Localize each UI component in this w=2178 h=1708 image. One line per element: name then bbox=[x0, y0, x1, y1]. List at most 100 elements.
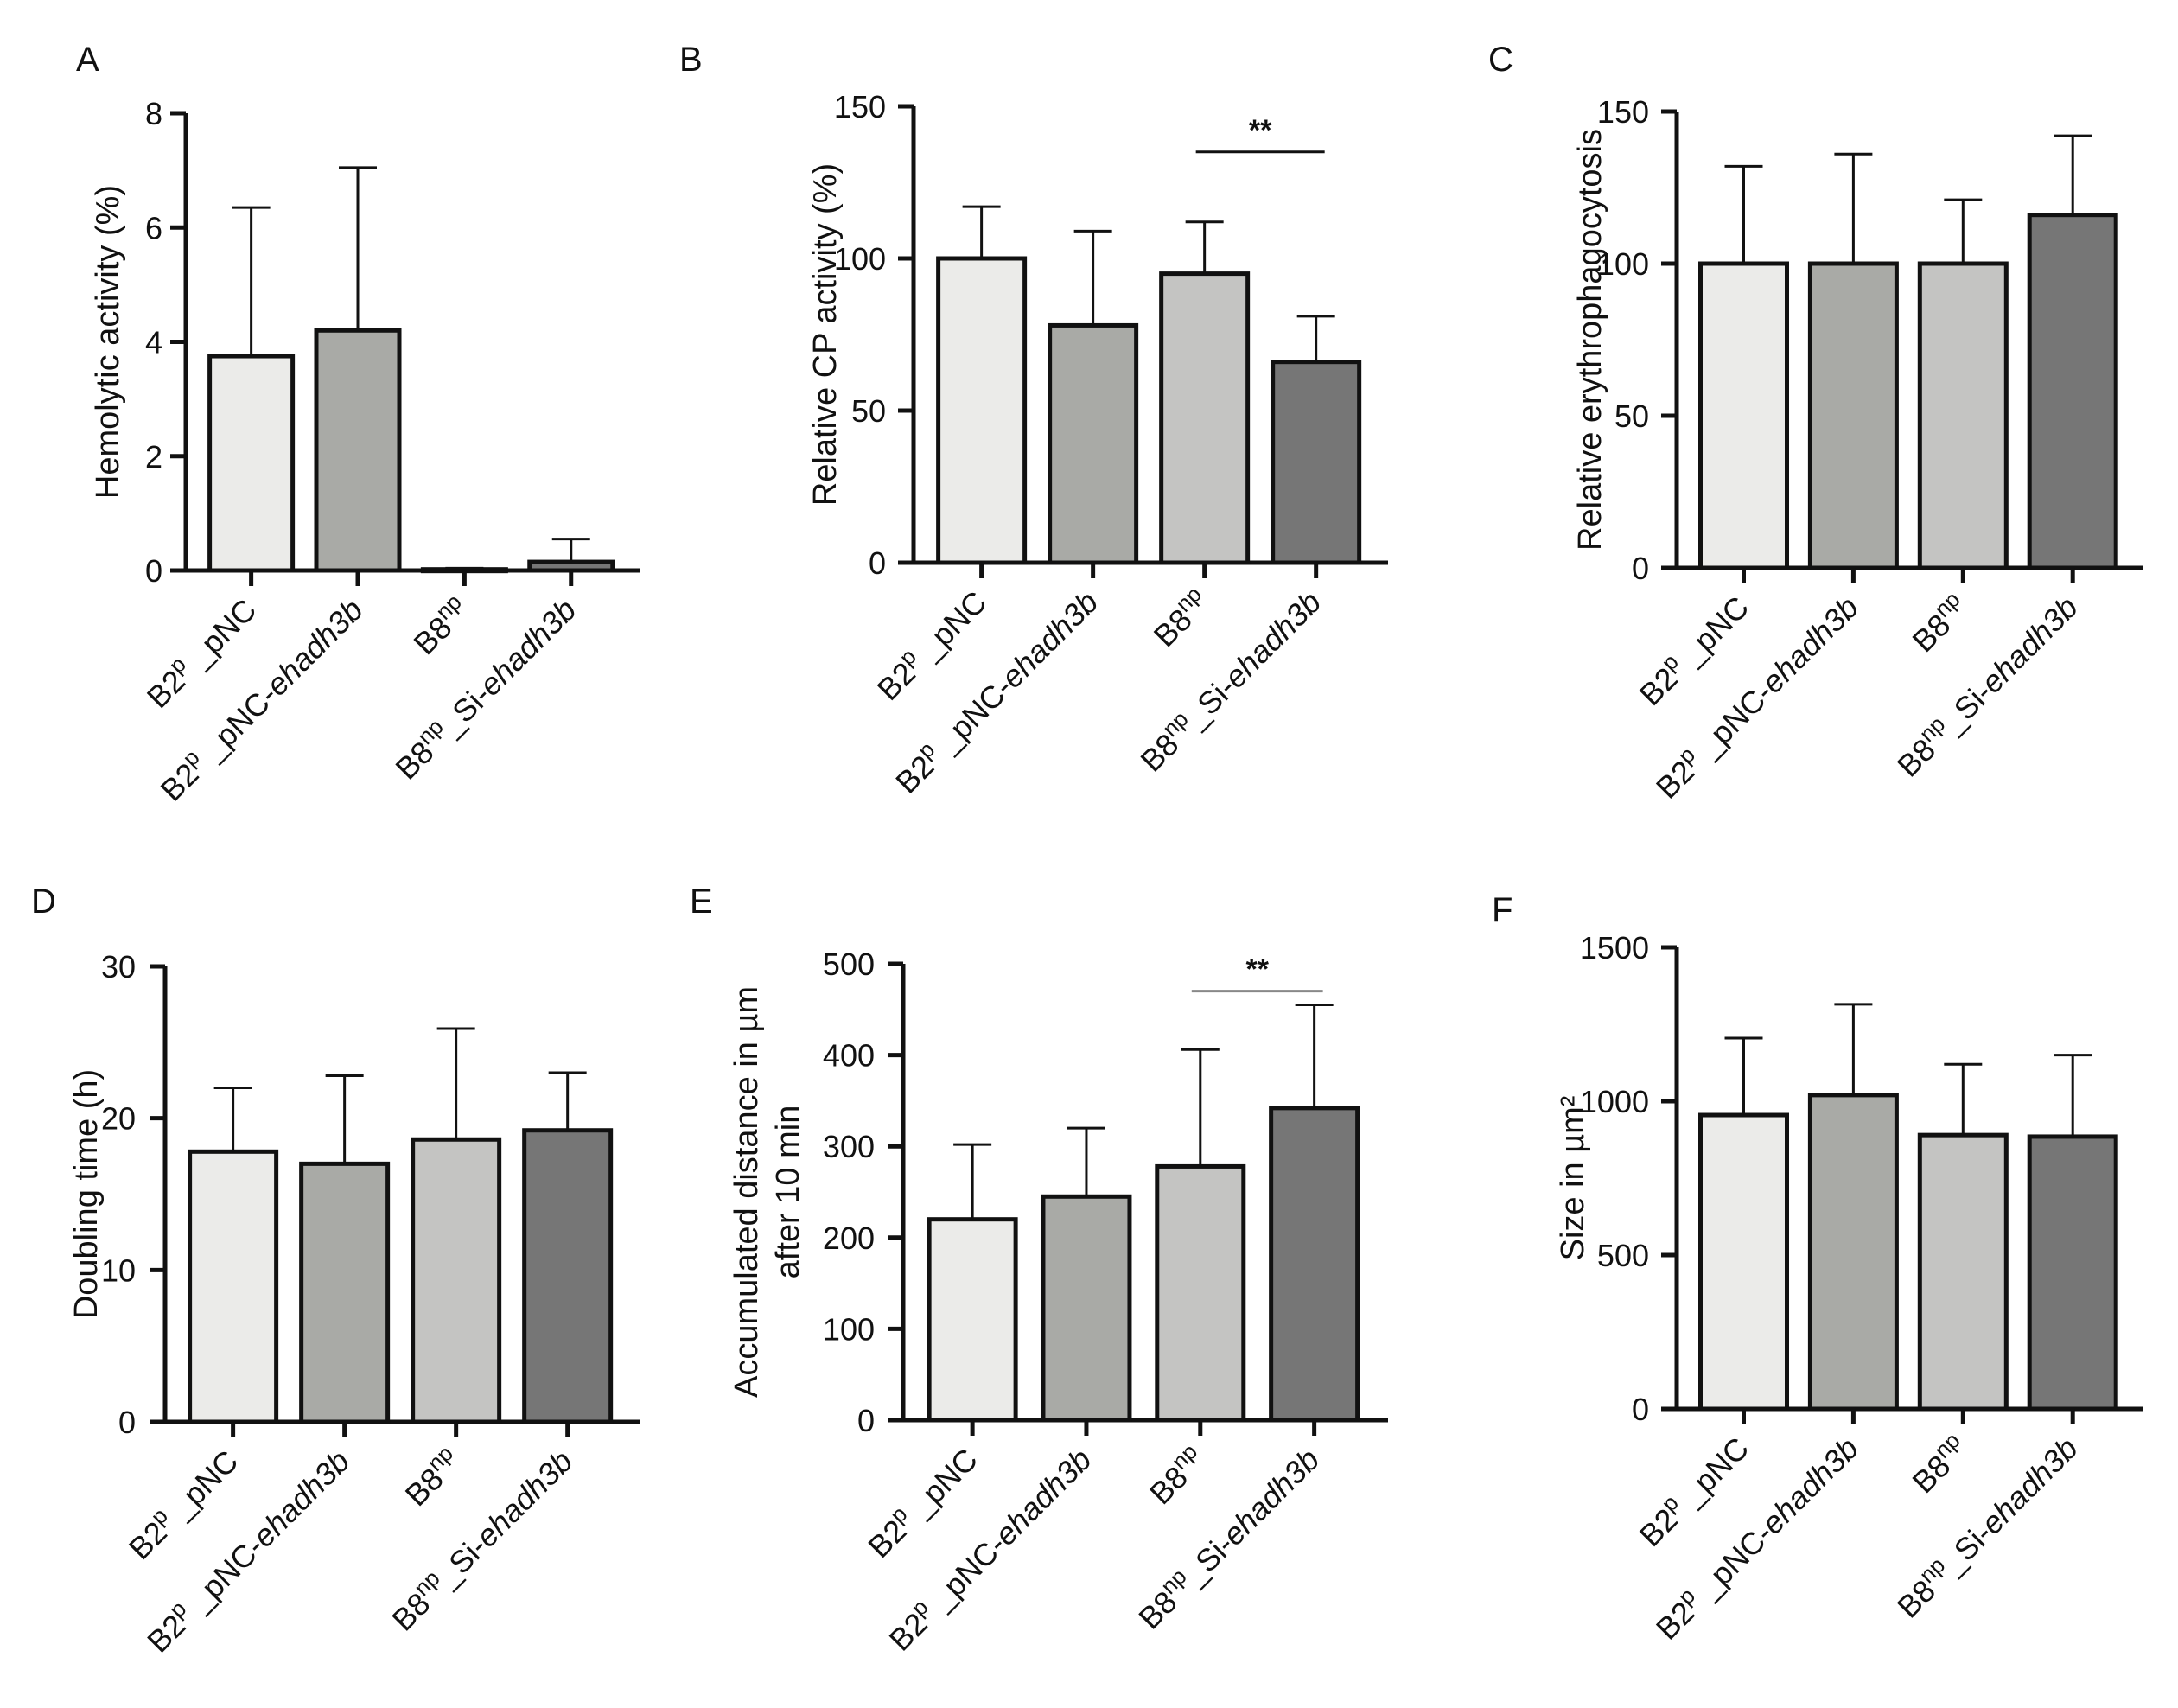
y-tick-label: 500 bbox=[1597, 1238, 1649, 1273]
category-italic: ehadh3b bbox=[1217, 584, 1328, 695]
x-tick-label: B2p _pNC-ehadh3b bbox=[1646, 1427, 1865, 1647]
y-tick-label: 50 bbox=[1614, 398, 1649, 434]
bar bbox=[1807, 261, 1899, 570]
chart-panel-b: B 0 50 100 150 Relative CP activity (%) B2p _p… bbox=[679, 41, 1388, 800]
x-tick-label: B8np bbox=[1139, 1438, 1212, 1511]
category-suffix: _pNC- bbox=[1684, 675, 1780, 770]
bar bbox=[1698, 1112, 1789, 1412]
y-tick-label: 100 bbox=[1597, 246, 1649, 282]
x-tick-label: B2p _pNC-ehadh3b bbox=[137, 1440, 357, 1660]
category-italic: ehadh3b bbox=[245, 1444, 356, 1554]
panel-letter: C bbox=[1488, 41, 1513, 79]
y-axis-label-line: Doubling time (h) bbox=[68, 1069, 105, 1319]
category-suffix: _pNC- bbox=[189, 678, 284, 773]
y-tick-label: 200 bbox=[823, 1220, 875, 1256]
y-tick-label: 1500 bbox=[1580, 930, 1649, 966]
y-tick-label: 4 bbox=[145, 325, 162, 360]
y-tick-label: 50 bbox=[851, 393, 886, 429]
y-tick-label: 0 bbox=[145, 553, 162, 589]
x-tick-label: B2p _pNC bbox=[858, 1438, 984, 1565]
x-tick-label: B8np bbox=[395, 1440, 468, 1513]
y-tick-label: 30 bbox=[101, 949, 136, 985]
y-axis-label-line: Relative CP activity (%) bbox=[807, 163, 844, 506]
panel-letter: B bbox=[679, 41, 703, 79]
bar bbox=[314, 328, 402, 573]
y-tick-label: 0 bbox=[857, 1403, 875, 1438]
x-tick-label: B2p _pNC-ehadh3b bbox=[1646, 586, 1865, 806]
category-italic: ehadh3b bbox=[988, 1442, 1099, 1552]
y-tick-label: 8 bbox=[145, 96, 162, 131]
y-tick-label: 100 bbox=[834, 241, 886, 277]
category-suffix: _pNC- bbox=[1684, 1516, 1780, 1611]
category-suffix: _pNC bbox=[157, 1444, 245, 1531]
y-tick-label: 300 bbox=[823, 1129, 875, 1164]
y-axis-label: Doubling time (h) bbox=[68, 1069, 105, 1319]
panel-letter: E bbox=[690, 883, 713, 921]
category-italic: ehadh3b bbox=[1215, 1442, 1326, 1552]
x-tick-label: B8np_Si-ehadh3b bbox=[385, 589, 583, 787]
x-tick-label: B2p _pNC-ehadh3b bbox=[879, 1438, 1099, 1658]
bar bbox=[411, 1137, 502, 1424]
bar bbox=[1270, 360, 1362, 565]
x-tick-label: B8np bbox=[404, 589, 476, 661]
bar bbox=[1155, 1163, 1246, 1423]
y-axis-label-line: Size in µm² bbox=[1555, 1096, 1591, 1261]
y-tick-label: 10 bbox=[101, 1252, 136, 1288]
significance-label: ** bbox=[1245, 953, 1269, 986]
category-suffix: _pNC- bbox=[925, 670, 1020, 765]
y-tick-label: 2 bbox=[145, 439, 162, 475]
category-suffix: _pNC bbox=[1668, 1431, 1755, 1518]
bar bbox=[1698, 261, 1789, 570]
y-axis-label-line: after 10 min bbox=[770, 1106, 806, 1279]
bar bbox=[207, 354, 296, 573]
x-tick-label: B8np bbox=[1902, 586, 1975, 659]
y-axis-label: Relative CP activity (%) bbox=[807, 163, 844, 506]
category-suffix: _pNC bbox=[906, 584, 993, 672]
x-tick-label: B8np bbox=[1143, 581, 1216, 653]
category-suffix: _pNC- bbox=[176, 1529, 271, 1624]
bar bbox=[1269, 1106, 1360, 1423]
panel-letter: F bbox=[1492, 891, 1512, 929]
bar bbox=[522, 1128, 614, 1424]
y-axis-label: Size in µm² bbox=[1555, 1096, 1591, 1261]
y-tick-label: 6 bbox=[145, 210, 162, 245]
category-suffix: _pNC bbox=[1668, 590, 1755, 677]
y-tick-label: 150 bbox=[834, 89, 886, 124]
panel-letter: D bbox=[31, 883, 56, 921]
x-tick-label: B8np_Si-ehadh3b bbox=[382, 1440, 580, 1638]
bar bbox=[2027, 1134, 2118, 1412]
category-italic: ehadh3b bbox=[468, 1444, 579, 1554]
x-tick-label: B8np_Si-ehadh3b bbox=[1130, 581, 1328, 779]
x-tick-label: B2p _pNC-ehadh3b bbox=[886, 581, 1105, 800]
y-tick-label: 100 bbox=[823, 1311, 875, 1347]
bar bbox=[1159, 271, 1251, 565]
bar bbox=[1041, 1194, 1132, 1423]
bar bbox=[527, 559, 615, 573]
x-tick-label: B8np bbox=[1902, 1427, 1975, 1500]
bar bbox=[936, 256, 1028, 565]
bar bbox=[1917, 1132, 2009, 1412]
category-italic: ehadh3b bbox=[472, 592, 583, 703]
y-tick-label: 20 bbox=[101, 1101, 136, 1137]
category-suffix: _pNC bbox=[897, 1442, 984, 1529]
y-tick-label: 500 bbox=[823, 946, 875, 982]
y-axis-label-line: Relative erythrophagocytosis bbox=[1572, 129, 1608, 551]
category-italic: ehadh3b bbox=[1974, 1431, 2085, 1541]
category-italic: ehadh3b bbox=[1754, 1431, 1865, 1541]
chart-panel-e: E 0 100 200 300 400 500 Accumulated distance in… bbox=[690, 883, 1388, 1658]
category-italic: ehadh3b bbox=[1754, 590, 1865, 700]
category-italic: ehadh3b bbox=[1974, 590, 2085, 700]
x-tick-label: B2p _pNC-ehadh3b bbox=[150, 589, 370, 808]
y-tick-label: 0 bbox=[1632, 1392, 1649, 1427]
bar bbox=[1048, 322, 1139, 565]
significance-label: ** bbox=[1249, 114, 1272, 147]
x-tick-label: B8np_Si-ehadh3b bbox=[1887, 586, 2085, 784]
bar bbox=[1917, 261, 2009, 570]
category-suffix: _pNC- bbox=[918, 1527, 1013, 1622]
y-tick-label: 0 bbox=[869, 545, 886, 581]
x-tick-label: B8np_Si-ehadh3b bbox=[1887, 1427, 2085, 1625]
